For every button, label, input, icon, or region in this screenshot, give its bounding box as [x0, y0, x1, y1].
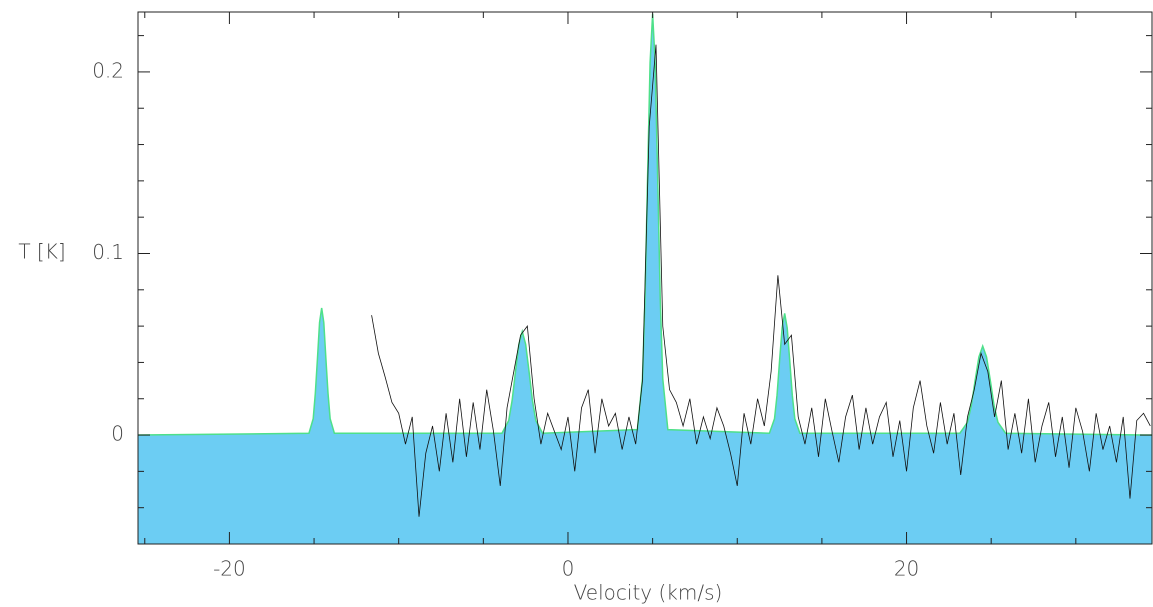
- y-tick-label: 0.2: [92, 58, 124, 82]
- x-tick-label: 0: [562, 557, 575, 581]
- spectrum-line: [371, 44, 1151, 517]
- y-tick-label: 0: [111, 422, 124, 446]
- y-axis-label: T [K]: [18, 240, 65, 264]
- x-axis-label: Velocity (km/s): [574, 581, 723, 605]
- plot-frame: [137, 11, 1153, 545]
- x-tick-label: -20: [213, 557, 246, 581]
- model-area: [138, 13, 1152, 544]
- x-tick-label: 20: [894, 557, 919, 581]
- y-tick-label: 0.1: [92, 240, 124, 264]
